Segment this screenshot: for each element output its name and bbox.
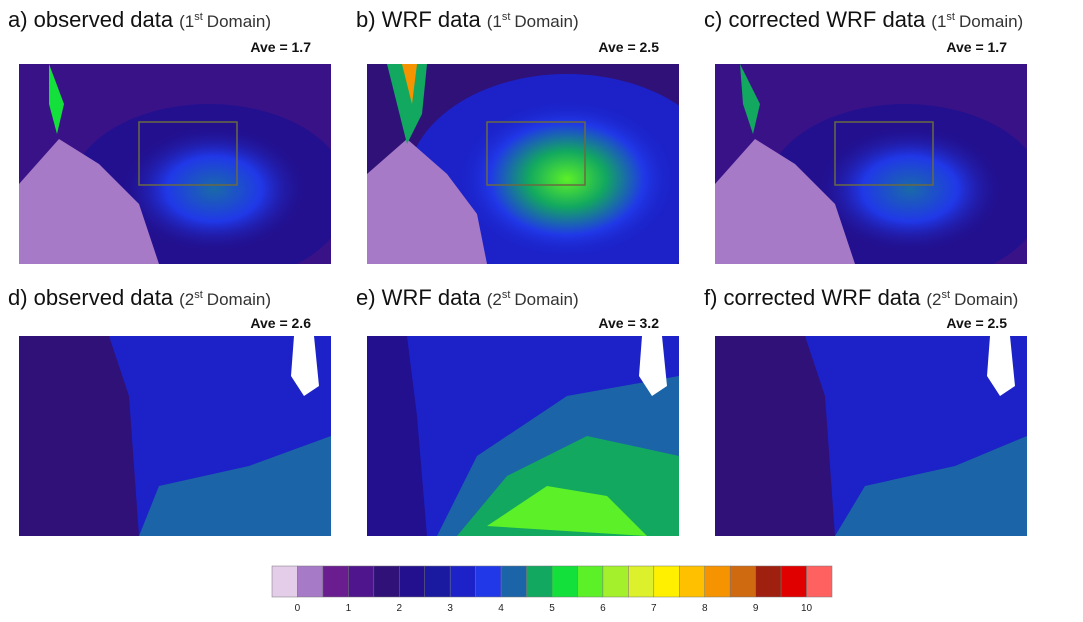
- average-label: Ave = 2.5: [946, 315, 1007, 331]
- colorbar-cell: [271, 565, 298, 598]
- colorbar-tick-label: 0: [295, 603, 301, 614]
- colorbar-cell: [653, 565, 680, 598]
- colorbar-tick-label: 4: [498, 603, 504, 614]
- colorbar-cell: [755, 565, 782, 598]
- colorbar-cell: [322, 565, 349, 598]
- panel-title: e) WRF data (2st Domain): [356, 285, 579, 310]
- panel-title: d) observed data (2st Domain): [8, 285, 271, 310]
- domain-text: Domain): [959, 12, 1023, 31]
- map-d: [19, 336, 331, 536]
- title-text: c) corrected WRF data: [704, 7, 926, 32]
- colorbar-tick-label: 2: [396, 603, 402, 614]
- colorbar-tick-label: 9: [753, 603, 759, 614]
- panel-title: b) WRF data (1st Domain): [356, 7, 579, 32]
- title-text: a) observed data: [8, 7, 174, 32]
- colorbar-tick-label: 8: [702, 603, 708, 614]
- domain-text: Domain): [207, 12, 271, 31]
- map-e: [367, 336, 679, 536]
- map-b: [367, 64, 679, 264]
- colorbar-cell: [424, 565, 451, 598]
- domain-text: (1: [179, 12, 194, 31]
- colorbar-tick-label: 10: [801, 603, 813, 614]
- colorbar-cell: [729, 565, 756, 598]
- colorbar-cell: [297, 565, 324, 598]
- colorbar-cell: [602, 565, 629, 598]
- domain-text: (2: [926, 290, 941, 309]
- domain-superscript: st: [502, 289, 511, 301]
- colorbar-cell: [475, 565, 502, 598]
- colorbar-cell: [348, 565, 375, 598]
- domain-text: Domain): [954, 290, 1018, 309]
- domain-superscript: st: [502, 11, 511, 23]
- domain-text: Domain): [207, 290, 271, 309]
- domain-superscript: st: [194, 289, 203, 301]
- colorbar-cell: [526, 565, 553, 598]
- average-label: Ave = 1.7: [946, 39, 1007, 55]
- colorbar-cell: [704, 565, 731, 598]
- average-label: Ave = 2.6: [250, 315, 311, 331]
- domain-text: (2: [179, 290, 194, 309]
- title-text: f) corrected WRF data: [704, 285, 921, 310]
- colorbar-cell: [679, 565, 705, 598]
- colorbar-cell: [577, 565, 604, 598]
- domain-superscript: st: [194, 11, 203, 23]
- domain-text: (1: [487, 12, 502, 31]
- colorbar-cell: [449, 565, 476, 598]
- colorbar-tick-label: 1: [346, 603, 352, 614]
- colorbar-tick-label: 6: [600, 603, 606, 614]
- colorbar-cell: [373, 565, 400, 598]
- average-label: Ave = 1.7: [250, 39, 311, 55]
- domain-text: (2: [487, 290, 502, 309]
- domain-text: (1: [931, 12, 946, 31]
- average-label: Ave = 2.5: [598, 39, 659, 55]
- map-f: [715, 336, 1027, 536]
- colorbar-tick-label: 3: [447, 603, 453, 614]
- panel-title: c) corrected WRF data (1st Domain): [704, 7, 1023, 32]
- average-label: Ave = 3.2: [598, 315, 659, 331]
- colorbar-cell: [628, 565, 655, 598]
- colorbar-cell: [780, 565, 807, 598]
- colorbar-tick-label: 5: [549, 603, 555, 614]
- domain-text: Domain): [514, 290, 578, 309]
- title-text: d) observed data: [8, 285, 174, 310]
- colorbar-tick-label: 7: [651, 603, 657, 614]
- panel-title: f) corrected WRF data (2st Domain): [704, 285, 1018, 310]
- colorbar-cell: [399, 565, 425, 598]
- panel-title: a) observed data (1st Domain): [8, 7, 271, 32]
- title-text: b) WRF data: [356, 7, 481, 32]
- colorbar-cell: [551, 565, 578, 598]
- domain-superscript: st: [946, 11, 955, 23]
- domain-text: Domain): [514, 12, 578, 31]
- colorbar-cell: [500, 565, 527, 598]
- title-text: e) WRF data: [356, 285, 481, 310]
- map-a: [19, 64, 331, 264]
- colorbar-cell: [806, 565, 833, 598]
- map-c: [715, 64, 1027, 264]
- domain-superscript: st: [942, 289, 951, 301]
